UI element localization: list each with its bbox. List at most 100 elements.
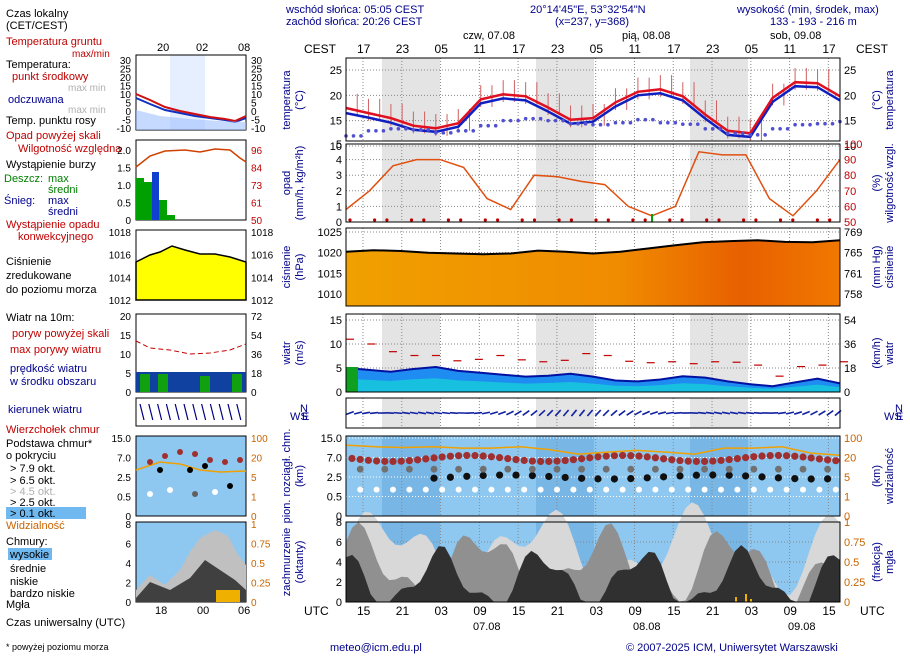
precip-y-tick: 4	[336, 155, 342, 167]
octa-y-tick: 0	[336, 597, 342, 609]
small-local-tick: 20	[157, 42, 169, 54]
precip-zero-dot	[828, 218, 832, 222]
wind-direction-arrow	[393, 411, 403, 415]
utc-left: UTC	[304, 604, 329, 618]
small-cloud-dot	[147, 491, 153, 497]
rain-bar	[651, 214, 653, 222]
axis-title: (km)	[871, 465, 883, 487]
precip-zero-dot	[742, 218, 746, 222]
utc-tick: 09	[473, 604, 487, 618]
dew-point-dot	[359, 134, 363, 138]
cloud-base-dot-79	[660, 473, 668, 481]
small-snow-bar	[152, 172, 159, 220]
wind-kmh-tick: 36	[844, 339, 856, 351]
main-panels	[346, 58, 840, 603]
press-y-tick: 1015	[318, 268, 342, 280]
legend-temp-title: Temperatura:	[6, 59, 71, 71]
precip-zero-dot	[705, 218, 709, 222]
dew-point-dot	[748, 133, 752, 137]
small-y-tick-r: 18	[251, 369, 263, 380]
cloud-base-dot-65	[701, 465, 708, 473]
axis-title: (mm Hg)	[871, 246, 883, 289]
cloud-base-dot-01	[488, 486, 495, 493]
dew-point-dot	[636, 117, 640, 122]
legend-mid: średnie	[10, 563, 46, 575]
small-rain-bar	[167, 215, 175, 220]
cloud-base-dot-65	[406, 465, 413, 473]
cloud-top-dot	[643, 453, 651, 461]
press-y-tick: 1020	[318, 248, 342, 260]
utc-tick: 09	[628, 604, 642, 618]
cloud-base-dot-01	[800, 486, 806, 493]
wind-direction-arrow	[657, 411, 667, 415]
day-label-bottom: 09.08	[788, 621, 816, 633]
small-y-tick: 1018	[109, 228, 132, 239]
small-y-tick: 1012	[109, 296, 132, 307]
cloud-base-dot-79	[594, 475, 602, 483]
utc-tick: 15	[357, 604, 371, 618]
precip-zero-dot	[778, 218, 783, 222]
humidity-y-tick: 50	[844, 217, 856, 229]
chart-marks	[344, 57, 848, 603]
dew-point-dot	[755, 133, 760, 137]
small-y-tick: 10	[120, 90, 132, 101]
small-y-tick: 4	[125, 559, 131, 570]
wind-direction-arrow	[425, 411, 435, 415]
cloud-top-dot	[824, 456, 832, 464]
dew-point-dot	[778, 126, 782, 131]
contact-email[interactable]: meteo@icm.edu.pl	[330, 642, 422, 654]
legend-humidity: Wilgotność względna	[18, 143, 122, 155]
small-y-tick: 0	[125, 388, 131, 399]
small-y-tick-r: 61	[251, 199, 263, 210]
cloud-base-dot-65	[381, 465, 389, 473]
small-cloud-dot	[192, 451, 198, 457]
precip-zero-dot	[815, 218, 820, 222]
cloud-top-dot	[602, 452, 610, 460]
precip-y-tick: 3	[336, 170, 342, 182]
wind-direction-arrow	[777, 411, 787, 415]
small-y-tick: -5	[122, 116, 131, 127]
cloud-base-dot-01	[603, 486, 610, 493]
small-y-tick-r: 1012	[251, 296, 274, 307]
small-y-tick: 0.5	[117, 493, 131, 504]
wind-direction-arrow	[345, 410, 355, 416]
dew-point-dot	[351, 134, 356, 138]
cloud-base-dot-01	[619, 486, 626, 493]
wind-direction-arrow	[409, 411, 419, 415]
cloud-base-dot-01	[652, 486, 659, 493]
legend-cover-title: Chmury:	[6, 536, 48, 548]
small-dir-arrow	[227, 403, 233, 421]
legend-ground-temp: Temperatura gruntu	[6, 36, 102, 48]
precip-zero-dot	[459, 218, 463, 222]
dir-ws-right: WS	[884, 411, 902, 423]
dew-point-dot	[763, 133, 767, 137]
axis-title: mgła	[884, 549, 896, 574]
small-dir-arrow	[165, 403, 171, 421]
night-band	[536, 58, 594, 141]
cloud-top-dot	[479, 452, 487, 460]
cloud-top-dot	[701, 457, 709, 466]
axis-title: (hPa)	[294, 254, 306, 281]
axis-title: temperatura	[884, 69, 896, 129]
dew-point-dot	[463, 129, 468, 133]
small-y-tick-r: 73	[251, 181, 263, 192]
local-time-label: Czas lokalny	[6, 8, 69, 20]
dew-point-dot	[591, 122, 595, 127]
wind-direction-arrow	[618, 409, 626, 417]
cloud-base-dot-79	[610, 475, 619, 483]
dew-point-dot	[830, 121, 835, 126]
small-cloud-dot	[162, 453, 168, 459]
small-gust-line	[135, 340, 247, 355]
small-y-tick: 1.5	[117, 164, 131, 175]
cest-tick: 05	[590, 42, 604, 56]
dew-point-dot	[568, 121, 573, 126]
small-y-tick: 5	[125, 99, 131, 110]
small-dir-arrow	[183, 403, 189, 421]
precip-zero-dot	[754, 218, 758, 222]
frac-y-tick: 0.25	[844, 577, 865, 589]
cloud-base-dot-79	[791, 475, 799, 483]
small-cloud-dot	[187, 467, 193, 473]
cloud-top-dot	[742, 454, 750, 462]
axis-title: (km)	[294, 465, 306, 487]
